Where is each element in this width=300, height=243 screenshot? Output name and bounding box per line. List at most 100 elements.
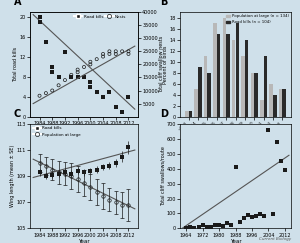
Bar xyxy=(260,100,264,117)
Point xyxy=(126,49,131,53)
Point xyxy=(188,225,193,229)
Point xyxy=(266,128,271,132)
Bar xyxy=(279,89,282,117)
Point xyxy=(282,168,287,172)
Point xyxy=(75,75,80,79)
Bar xyxy=(198,67,202,117)
Point xyxy=(113,105,118,109)
Bar xyxy=(245,40,248,117)
Point xyxy=(126,95,131,99)
Point xyxy=(56,75,61,79)
Y-axis label: Total road kills: Total road kills xyxy=(13,47,18,82)
Bar xyxy=(204,56,207,117)
Point xyxy=(101,95,106,99)
Point xyxy=(278,159,283,163)
Point xyxy=(88,80,93,84)
Point xyxy=(126,95,131,99)
X-axis label: Wing length (mm): Wing length (mm) xyxy=(210,133,261,138)
Point xyxy=(262,214,267,218)
Point xyxy=(101,55,106,59)
Point xyxy=(69,73,74,77)
Point xyxy=(204,225,209,229)
Point xyxy=(107,90,112,94)
Bar xyxy=(185,111,189,117)
Point xyxy=(225,221,230,225)
Point xyxy=(229,223,234,227)
Point xyxy=(237,220,242,224)
Bar xyxy=(264,56,267,117)
Point xyxy=(192,226,197,230)
Point xyxy=(88,85,93,89)
Text: Current Biology: Current Biology xyxy=(259,237,291,241)
Point xyxy=(69,75,74,79)
Point xyxy=(44,91,48,95)
Text: C: C xyxy=(14,109,21,119)
X-axis label: Year: Year xyxy=(78,239,90,243)
Point xyxy=(221,224,226,228)
Bar xyxy=(207,73,211,117)
Point xyxy=(101,52,106,56)
Point xyxy=(258,212,262,216)
Y-axis label: Percent of birds: Percent of birds xyxy=(163,45,168,84)
X-axis label: Year: Year xyxy=(78,127,90,132)
Point xyxy=(37,20,42,24)
Bar xyxy=(251,73,254,117)
Point xyxy=(212,224,217,227)
Bar xyxy=(269,84,273,117)
Point xyxy=(120,49,124,53)
Point xyxy=(217,223,221,227)
Point xyxy=(37,15,42,19)
Point xyxy=(50,65,55,69)
Text: A: A xyxy=(14,0,21,7)
Point xyxy=(107,52,112,56)
Bar xyxy=(189,111,192,117)
Point xyxy=(113,49,118,53)
Point xyxy=(44,40,48,44)
Bar xyxy=(254,73,258,117)
Y-axis label: Total cliff swallow nests: Total cliff swallow nests xyxy=(159,36,164,93)
Point xyxy=(274,140,279,144)
Point xyxy=(75,70,80,74)
Point xyxy=(126,52,131,56)
Point xyxy=(37,20,42,24)
Point xyxy=(88,62,93,66)
Point xyxy=(56,83,61,87)
Bar xyxy=(226,34,230,117)
Y-axis label: Total cliff swallows/route: Total cliff swallows/route xyxy=(160,146,165,206)
Point xyxy=(200,224,205,227)
Point xyxy=(94,90,99,94)
Point xyxy=(62,50,67,54)
Bar xyxy=(236,23,239,117)
Point xyxy=(94,57,99,61)
Point xyxy=(82,65,86,69)
Point xyxy=(120,110,124,114)
Point xyxy=(250,215,254,219)
Legend: Population at large (n = 134), Road kills (n = 104): Population at large (n = 134), Road kill… xyxy=(226,14,289,25)
Bar xyxy=(213,23,217,117)
Point xyxy=(50,89,55,93)
Legend: Road kills, Nests: Road kills, Nests xyxy=(74,14,127,19)
Bar xyxy=(232,40,236,117)
Bar xyxy=(241,56,245,117)
Bar xyxy=(217,34,220,117)
Bar xyxy=(282,89,286,117)
Point xyxy=(88,60,93,64)
Text: B: B xyxy=(160,0,167,7)
Bar xyxy=(194,89,198,117)
Point xyxy=(196,225,201,229)
Y-axis label: Wing length (mean ± SE): Wing length (mean ± SE) xyxy=(10,145,15,207)
X-axis label: Year: Year xyxy=(230,239,241,243)
Point xyxy=(184,226,189,230)
Point xyxy=(37,94,42,98)
Legend: Road kills, Population at large: Road kills, Population at large xyxy=(32,126,81,137)
Point xyxy=(254,214,259,218)
Bar xyxy=(273,95,277,117)
Point xyxy=(107,49,112,53)
Point xyxy=(62,78,67,82)
Point xyxy=(233,165,238,169)
Bar xyxy=(223,18,226,117)
Point xyxy=(82,75,86,79)
Point xyxy=(241,216,246,220)
Point xyxy=(50,70,55,74)
Point xyxy=(113,52,118,56)
